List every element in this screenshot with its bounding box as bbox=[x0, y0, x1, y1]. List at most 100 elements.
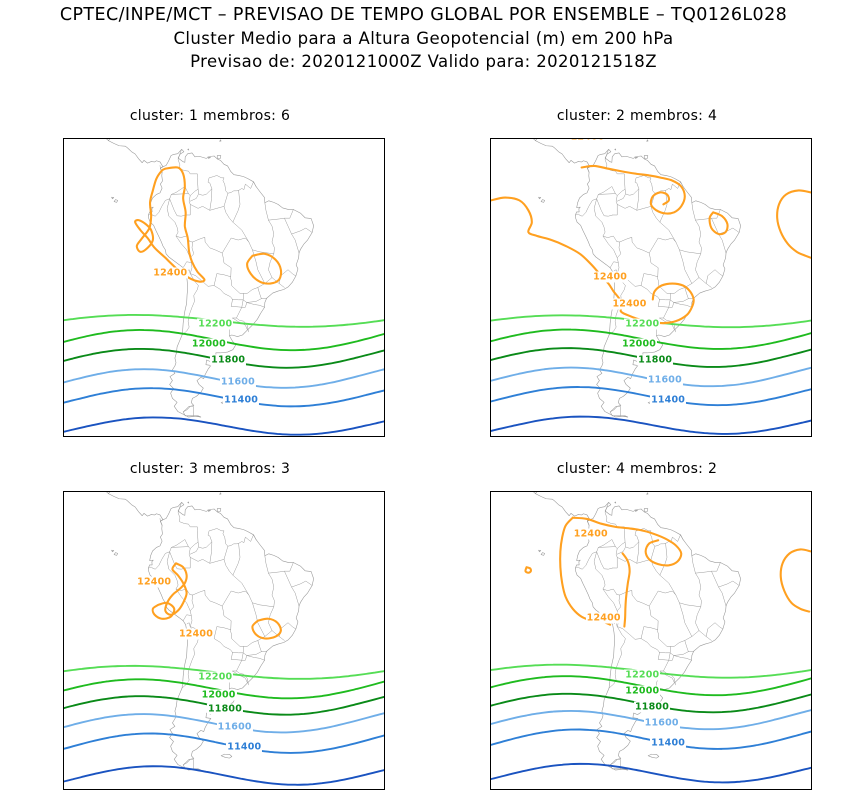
country-border-14 bbox=[171, 186, 189, 195]
y-tick bbox=[63, 378, 64, 379]
country-border-9 bbox=[189, 236, 232, 278]
y-tick bbox=[63, 592, 64, 593]
country-border-34 bbox=[209, 541, 213, 564]
coastline-galapagos-1 bbox=[113, 552, 118, 556]
country-border-23 bbox=[291, 227, 313, 235]
y-tick bbox=[490, 199, 491, 200]
coastline-falklands bbox=[220, 753, 233, 759]
country-border-21 bbox=[268, 209, 294, 221]
panel-cluster-2: cluster: 2 membros: 4 12400 12400 12400 122… bbox=[427, 108, 847, 453]
contour-12400-0 bbox=[164, 562, 188, 616]
header-line-3: Previsao de: 2020121000Z Valido para: 20… bbox=[190, 52, 657, 71]
country-border-9 bbox=[616, 236, 659, 278]
coastline-central-america-west bbox=[108, 493, 143, 517]
country-border-12 bbox=[189, 528, 254, 549]
y-tick bbox=[63, 299, 64, 300]
map-canvas bbox=[64, 139, 384, 436]
y-tick bbox=[490, 219, 491, 220]
country-border-31 bbox=[223, 192, 250, 243]
y-tick bbox=[490, 612, 491, 613]
coastline-island-5 bbox=[207, 509, 211, 512]
y-tick bbox=[490, 512, 491, 513]
country-border-2 bbox=[608, 622, 626, 689]
contour-label: 11400 bbox=[650, 394, 687, 406]
country-border-17 bbox=[579, 551, 597, 570]
x-tick bbox=[189, 436, 190, 437]
y-tick bbox=[490, 552, 491, 553]
x-tick bbox=[118, 789, 119, 790]
x-tick bbox=[688, 789, 689, 790]
contour-label: 12000 bbox=[624, 685, 661, 697]
country-border-2 bbox=[181, 622, 199, 689]
country-border-1 bbox=[182, 759, 191, 766]
contour-label: 11800 bbox=[210, 354, 247, 366]
country-border-4 bbox=[213, 273, 244, 301]
country-border-26 bbox=[257, 640, 267, 652]
country-border-14 bbox=[598, 539, 616, 548]
contour-label: 12400 bbox=[611, 298, 648, 310]
coastline-mexico-west bbox=[106, 492, 109, 494]
country-border-28 bbox=[246, 655, 265, 661]
country-border-12 bbox=[616, 528, 681, 549]
map-frame: 1240012400122001200011800116001140015N10… bbox=[63, 491, 385, 790]
contour-label: 12000 bbox=[621, 338, 658, 350]
x-tick bbox=[688, 436, 689, 437]
contour-label: 12400 bbox=[569, 139, 606, 143]
contour-12400-0 bbox=[134, 166, 206, 283]
y-tick bbox=[490, 751, 491, 752]
coastline-island-4 bbox=[614, 148, 617, 151]
x-tick bbox=[724, 789, 725, 790]
x-tick bbox=[652, 789, 653, 790]
country-border-33 bbox=[616, 204, 652, 211]
contour-label: 12000 bbox=[190, 338, 227, 350]
country-border-3 bbox=[189, 273, 233, 300]
panel-title: cluster: 1 membros: 6 bbox=[129, 108, 291, 124]
country-border-18 bbox=[148, 566, 154, 569]
y-tick bbox=[63, 771, 64, 772]
country-border-25 bbox=[670, 630, 700, 647]
coastline-central-america-west bbox=[108, 140, 143, 164]
header-line-2: Cluster Medio para a Altura Geopotencial… bbox=[173, 29, 674, 48]
coastline-mexico-west bbox=[533, 492, 536, 494]
y-tick bbox=[490, 652, 491, 653]
coastline-trinidad bbox=[216, 155, 222, 159]
country-border-31 bbox=[650, 545, 677, 596]
country-border-23 bbox=[718, 227, 740, 235]
y-tick bbox=[63, 338, 64, 339]
y-tick bbox=[490, 159, 491, 160]
country-border-26 bbox=[684, 287, 694, 299]
coastline-galapagos-2 bbox=[111, 549, 115, 553]
y-tick bbox=[490, 418, 491, 419]
contour-12400-2 bbox=[621, 552, 631, 628]
country-border-2 bbox=[181, 269, 199, 336]
contour-12400-0 bbox=[571, 516, 683, 567]
country-border-6 bbox=[656, 299, 675, 337]
country-border-21 bbox=[695, 209, 721, 221]
country-border-9 bbox=[189, 589, 232, 631]
page-header: CPTEC/INPE/MCT – PREVISAO DE TEMPO GLOBA… bbox=[0, 4, 847, 73]
country-border-31 bbox=[650, 192, 677, 243]
x-tick bbox=[616, 789, 617, 790]
y-tick bbox=[63, 691, 64, 692]
y-tick bbox=[490, 691, 491, 692]
coastline-island-4 bbox=[614, 501, 617, 504]
country-border-19 bbox=[680, 534, 684, 540]
country-border-29 bbox=[648, 237, 702, 255]
country-border-10 bbox=[166, 546, 191, 595]
country-border-32 bbox=[659, 190, 668, 223]
country-border-34 bbox=[636, 188, 640, 211]
y-tick bbox=[63, 418, 64, 419]
country-border-5 bbox=[230, 299, 244, 308]
country-border-36 bbox=[182, 614, 192, 621]
x-tick bbox=[724, 436, 725, 437]
coastline-galapagos-1 bbox=[113, 199, 118, 203]
coastline-falklands bbox=[647, 753, 660, 759]
y-tick bbox=[63, 398, 64, 399]
contour-label: 12400 bbox=[136, 576, 173, 588]
country-border-32 bbox=[232, 543, 241, 576]
country-border-23 bbox=[291, 580, 313, 588]
contour-label: 11400 bbox=[650, 737, 687, 749]
coastline-island-5 bbox=[634, 156, 638, 159]
country-border-30 bbox=[679, 602, 693, 637]
